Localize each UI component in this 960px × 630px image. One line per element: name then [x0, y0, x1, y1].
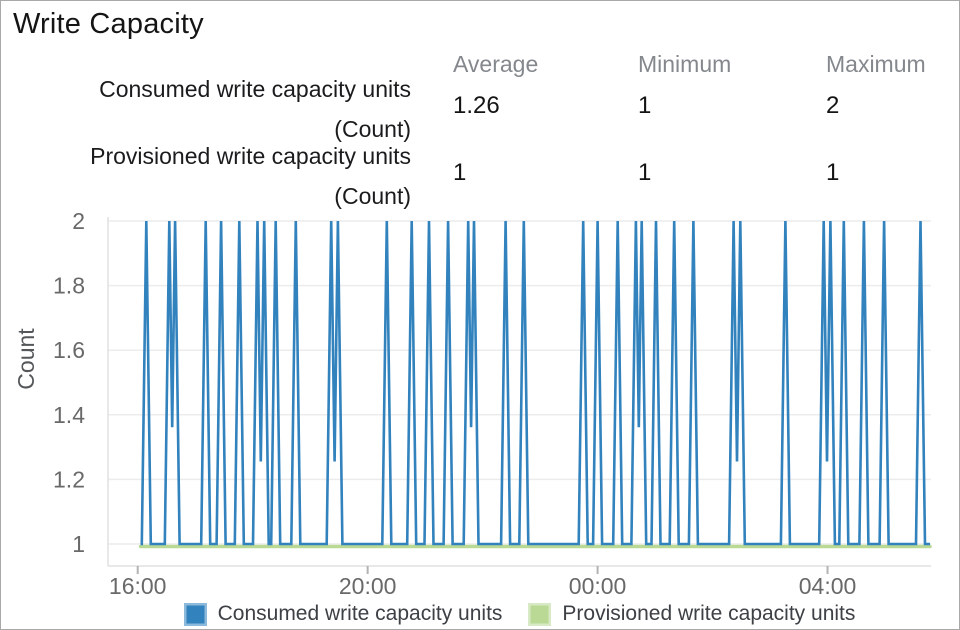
col-header-minimum: Minimum — [638, 51, 732, 77]
svg-text:1.4: 1.4 — [53, 402, 85, 428]
panel-title: Write Capacity — [13, 8, 204, 40]
consumed-average-value: 1.26 — [453, 92, 500, 119]
svg-text:04:00: 04:00 — [799, 573, 857, 599]
chart-legend: Consumed write capacity units Provisione… — [108, 600, 931, 628]
consumed-series-swatch-icon — [183, 602, 207, 626]
svg-text:1.2: 1.2 — [53, 466, 85, 492]
provisioned-minimum-value: 1 — [638, 159, 652, 186]
consumed-maximum-value: 2 — [826, 92, 840, 119]
legend-item-provisioned[interactable]: Provisioned write capacity units — [528, 602, 855, 626]
legend-label-provisioned: Provisioned write capacity units — [562, 602, 856, 625]
provisioned-series-swatch-icon — [528, 602, 552, 626]
svg-text:00:00: 00:00 — [569, 573, 627, 599]
legend-item-consumed[interactable]: Consumed write capacity units — [183, 602, 503, 626]
provisioned-average-value: 1 — [453, 159, 467, 186]
col-header-average: Average — [453, 51, 539, 77]
metric-label-provisioned: Provisioned write capacity units (Count) — [1, 136, 411, 216]
metric-unit-consumed: (Count) — [334, 116, 411, 142]
chart-area: 1 1.2 1.4 1.6 1.8 2 16:00 20:00 00:00 04:00 Count — [1, 199, 959, 601]
svg-text:2: 2 — [72, 208, 85, 234]
svg-text:1.8: 1.8 — [53, 273, 85, 299]
svg-text:16:00: 16:00 — [109, 573, 167, 599]
svg-text:Count: Count — [13, 328, 39, 390]
write-capacity-chart: 1 1.2 1.4 1.6 1.8 2 16:00 20:00 00:00 04:00 Count — [13, 208, 932, 599]
metric-label-consumed: Consumed write capacity units (Count) — [1, 69, 411, 149]
svg-text:1.6: 1.6 — [53, 337, 85, 363]
col-header-maximum: Maximum — [826, 51, 926, 77]
svg-text:1: 1 — [72, 531, 85, 557]
legend-label-consumed: Consumed write capacity units — [217, 602, 503, 625]
provisioned-maximum-value: 1 — [826, 159, 840, 186]
metric-name-provisioned: Provisioned write capacity units — [90, 143, 411, 169]
metric-unit-provisioned: (Count) — [334, 183, 411, 209]
consumed-minimum-value: 1 — [638, 92, 652, 119]
svg-text:20:00: 20:00 — [339, 573, 397, 599]
metric-name-consumed: Consumed write capacity units — [99, 76, 411, 102]
